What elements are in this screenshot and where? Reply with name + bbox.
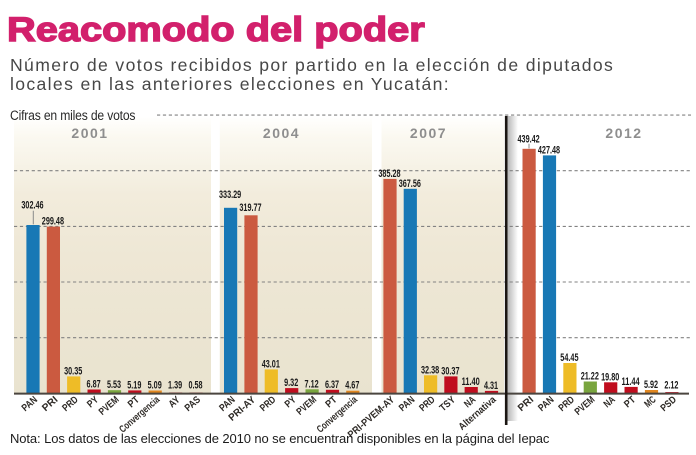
svg-text:5.53: 5.53 (107, 379, 121, 391)
svg-text:2007: 2007 (410, 125, 447, 141)
svg-text:PRD: PRD (258, 394, 278, 414)
svg-text:439.42: 439.42 (518, 134, 540, 146)
svg-text:PRI: PRI (40, 394, 60, 414)
svg-text:43.01: 43.01 (262, 358, 280, 370)
svg-text:TSY: TSY (438, 394, 458, 414)
svg-text:6.87: 6.87 (87, 379, 101, 391)
svg-text:2012: 2012 (605, 125, 642, 141)
svg-text:30.35: 30.35 (64, 365, 82, 377)
svg-text:PAN: PAN (536, 394, 556, 414)
svg-text:MC: MC (643, 394, 659, 410)
svg-text:PRD: PRD (417, 394, 437, 414)
svg-text:302.46: 302.46 (21, 200, 43, 212)
svg-text:PT: PT (622, 394, 638, 410)
svg-text:5.19: 5.19 (127, 379, 141, 391)
svg-text:5.92: 5.92 (644, 379, 658, 391)
svg-text:11.40: 11.40 (462, 376, 480, 388)
svg-text:PRI: PRI (516, 394, 536, 414)
svg-text:319.77: 319.77 (239, 202, 261, 214)
svg-text:19.80: 19.80 (601, 371, 619, 383)
svg-text:PVEM: PVEM (573, 394, 597, 417)
svg-text:54.45: 54.45 (560, 352, 578, 364)
svg-text:30.37: 30.37 (441, 365, 459, 377)
svg-text:32.38: 32.38 (421, 364, 439, 376)
svg-text:4.31: 4.31 (484, 380, 498, 392)
svg-text:21.22: 21.22 (581, 371, 599, 383)
svg-text:4.67: 4.67 (345, 380, 359, 392)
svg-text:PVEM: PVEM (97, 394, 121, 417)
svg-text:11.44: 11.44 (622, 376, 641, 388)
svg-text:427.48: 427.48 (538, 144, 560, 156)
svg-text:PVEM: PVEM (295, 394, 319, 417)
svg-text:Alternativa: Alternativa (457, 394, 499, 433)
svg-text:1.39: 1.39 (168, 380, 182, 392)
svg-text:9.32: 9.32 (284, 377, 298, 389)
svg-text:299.48: 299.48 (42, 216, 64, 228)
svg-text:2004: 2004 (263, 125, 300, 141)
svg-text:PRD: PRD (61, 394, 81, 414)
svg-text:AY: AY (167, 394, 183, 410)
svg-text:0.58: 0.58 (188, 380, 202, 392)
svg-text:2.12: 2.12 (664, 380, 678, 392)
svg-text:NA: NA (602, 394, 618, 410)
svg-text:PAN: PAN (397, 394, 417, 414)
svg-text:Convergencia: Convergencia (117, 394, 162, 435)
svg-text:333.29: 333.29 (219, 189, 241, 201)
svg-text:PAN: PAN (20, 394, 40, 414)
svg-text:385.28: 385.28 (378, 168, 400, 180)
svg-text:5.09: 5.09 (148, 380, 162, 392)
svg-text:6.37: 6.37 (325, 379, 339, 391)
svg-text:2001: 2001 (71, 125, 108, 141)
svg-text:PSD: PSD (659, 394, 679, 414)
svg-text:367.56: 367.56 (399, 178, 421, 190)
svg-text:7.12: 7.12 (305, 378, 319, 390)
svg-text:PAS: PAS (183, 394, 203, 414)
